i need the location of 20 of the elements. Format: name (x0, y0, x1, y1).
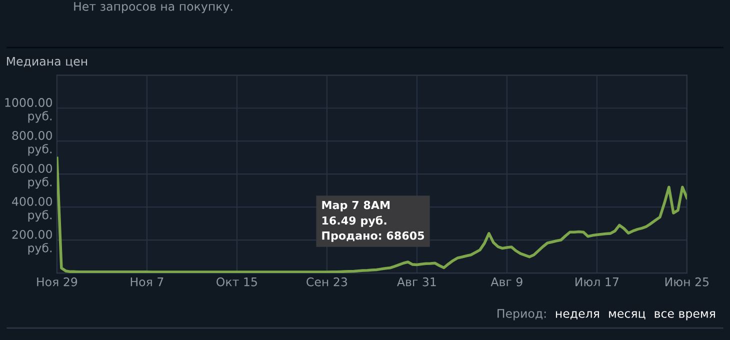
y-tick-label: 600.00 руб. (12, 164, 52, 189)
x-tick-label: Ноя 7 (130, 278, 164, 286)
text: неделя (556, 311, 599, 320)
x-tick-label: Окт 15 (216, 277, 257, 286)
x-tick-label: Авг 31 (397, 277, 436, 286)
y-tick-label: 400.00 руб. (12, 196, 52, 222)
x-tick-label: Ноя 29 (37, 277, 78, 286)
text: Период: (498, 309, 546, 320)
y-tick-label: 1000.00 руб. (5, 98, 52, 123)
text: месяц (609, 311, 646, 320)
x-tick-label: Июл 17 (576, 278, 618, 286)
y-tick-label: 200.00 руб. (12, 230, 52, 255)
text: все время (654, 311, 715, 320)
annotation: Мар 7 8AM 16.49 руб. Продано: 68605 (322, 200, 424, 242)
x-tick-label: Авг 9 (490, 277, 522, 286)
chart-title: Медиана цен (7, 56, 88, 68)
x-tick-label: Июн 25 (665, 277, 709, 286)
x-tick-label: Сен 23 (306, 277, 347, 286)
y-tick-label: 800.00 руб. (12, 131, 52, 156)
text: Нет запросов на покупку. (74, 2, 232, 14)
